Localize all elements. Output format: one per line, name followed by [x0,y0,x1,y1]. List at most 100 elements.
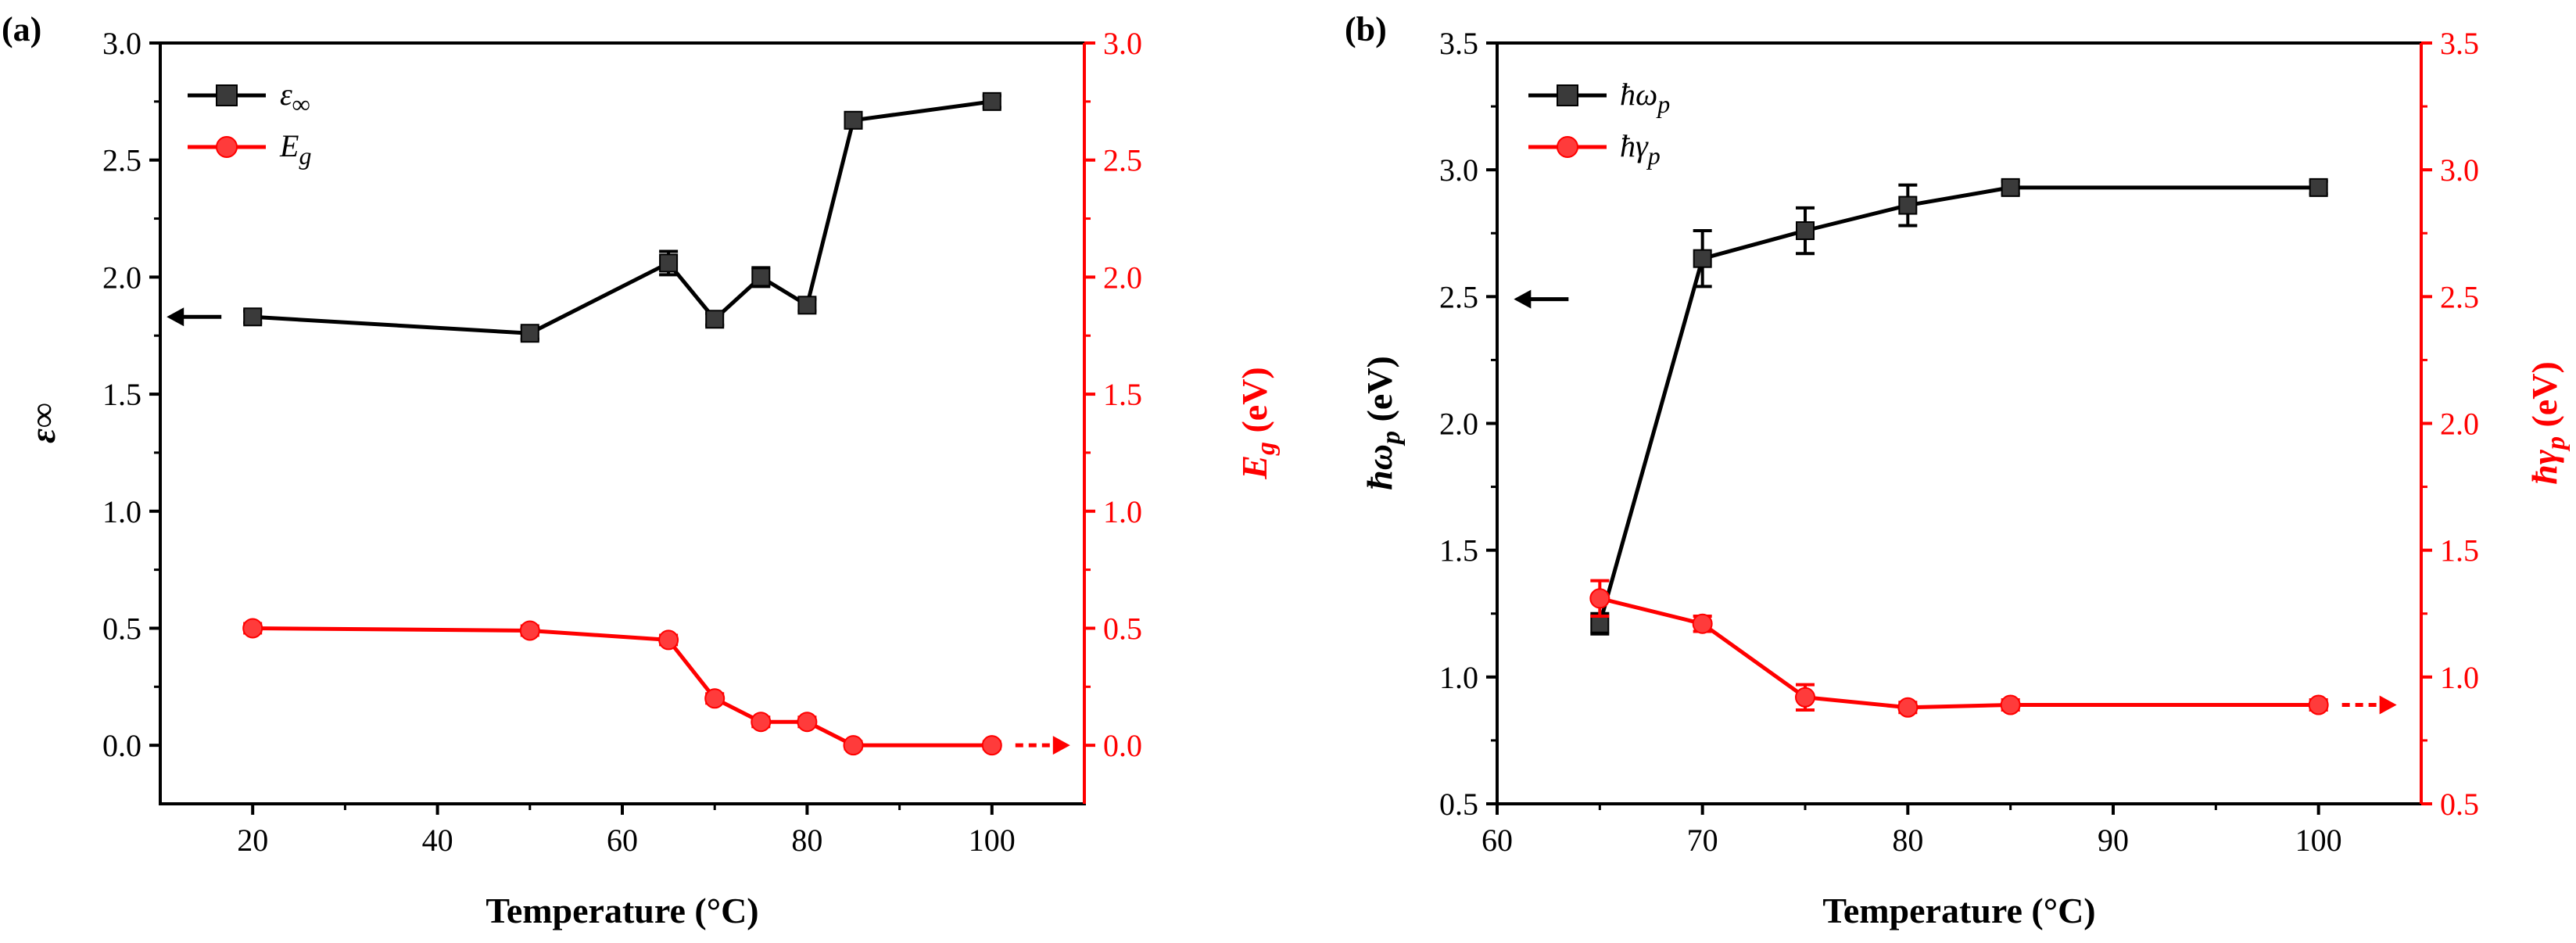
left-y-tick-label: 1.0 [102,494,142,529]
data-point-square [2001,177,2020,197]
right-y-tick-label: 3.0 [1103,26,1142,61]
legend-circle-marker [1557,136,1578,158]
x-tick-label: 60 [607,823,638,858]
right-y-tick-label: 2.0 [1103,260,1142,295]
x-tick-label: 40 [422,823,453,858]
panel-b-right-y-title-unit: (eV) [2524,361,2564,436]
data-point-circle [704,688,726,709]
right-y-tick-label: 1.5 [1103,377,1142,412]
right-y-tick-label: 0.5 [2440,787,2479,822]
right-y-tick-label: 3.5 [2440,26,2479,61]
x-tick-label: 80 [1892,823,1923,858]
data-point-circle [1692,613,1713,634]
panel-a-right-y-ticks: 0.0 0.5 1.0 1.5 2.0 2.5 3.0 [1084,26,1142,763]
data-point-square [659,253,679,273]
right-y-tick-label: 1.0 [1103,494,1142,529]
left-y-tick-label: 3.5 [1439,26,1478,61]
panel-a-series-layer [167,91,1070,756]
left-y-tick-label: 3.0 [1439,152,1478,188]
legend-square-marker [216,84,238,106]
direction-arrow-head [167,307,185,327]
panel-a-right-y-title-main: E [1234,455,1274,480]
panel-b-right-y-ticks: 0.5 1.0 1.5 2.0 2.5 3.0 3.5 [2421,26,2479,822]
panel-b-left-y-title-main: ħω [1360,444,1399,490]
panel-a: (a) 20 40 60 80 100 0.0 0.5 1.0 1.5 2.0 2.5 3.0 0.… [2,10,1281,930]
right-y-tick-label: 2.5 [1103,143,1142,178]
right-y-tick-label: 0.5 [1103,611,1142,646]
panel-b-left-y-title-sub: p [1377,431,1406,446]
data-point-square [1693,249,1712,268]
data-point-square [705,310,725,329]
panel-a-legend: ε∞ Eg [188,77,311,170]
panel-b-legend: ħωp ħγp [1528,77,1670,170]
data-point-square [520,324,539,343]
data-point-circle [1795,687,1815,708]
x-tick-label: 70 [1687,823,1718,858]
series-line [1597,185,2319,625]
series-line [253,626,992,748]
panel-a-x-axis-title: Temperature (°C) [485,891,758,930]
data-point-circle [843,735,864,756]
x-tick-label: 90 [2098,823,2129,858]
data-point-square [2309,177,2328,197]
left-y-tick-label: 0.5 [1439,787,1478,822]
panel-b-x-axis-title: Temperature (°C) [1822,891,2095,930]
data-point-circle [1589,588,1610,609]
legend-square-marker [1557,84,1578,106]
data-point-circle [797,712,818,733]
direction-arrow-head [2379,695,2397,715]
data-point-circle [1897,697,1919,718]
panel-b-right-y-title-sub: p [2542,436,2571,452]
panel-a-label: (a) [2,10,41,48]
data-point-square [1898,195,1918,215]
panel-a-left-y-ticks: 0.0 0.5 1.0 1.5 2.0 2.5 3.0 [102,26,160,763]
right-y-tick-label: 2.0 [2440,407,2479,442]
left-y-tick-label: 0.0 [102,728,142,763]
panel-b-series-layer [1514,177,2397,718]
x-tick-label: 60 [1481,823,1513,858]
right-y-tick-label: 0.0 [1103,728,1142,763]
data-point-square [1590,614,1610,633]
panel-b-x-ticks: 60 70 80 90 100 [1481,804,2342,858]
series-line [253,99,993,335]
series-line [1599,596,2319,710]
x-tick-label: 100 [2295,823,2342,858]
left-y-tick-label: 1.5 [1439,533,1478,568]
data-point-square [1796,221,1815,241]
data-point-circle [2000,694,2021,715]
x-tick-label: 100 [969,823,1016,858]
panel-a-right-y-title-sub: g [1252,442,1281,456]
panel-a-x-ticks: 20 40 60 80 100 [237,804,1016,858]
left-y-tick-label: 3.0 [102,26,142,61]
panel-a-right-y-title-unit: (eV) [1234,367,1274,442]
direction-arrow-head [1052,736,1070,755]
x-tick-label: 80 [791,823,822,858]
left-y-tick-label: 2.0 [102,260,142,295]
data-point-circle [2308,694,2329,715]
data-point-square [243,307,263,327]
legend-eps-label: ε∞ [280,77,310,118]
data-point-square [982,91,1001,111]
panel-b-left-y-ticks: 0.5 1.0 1.5 2.0 2.5 3.0 3.5 [1439,26,1497,822]
right-y-tick-label: 2.5 [2440,279,2479,314]
data-point-circle [519,620,540,641]
direction-arrow-head [1514,289,1532,309]
panel-a-left-y-axis-title: ε∞ [23,403,63,443]
legend-circle-marker [216,136,238,158]
panel-b-right-y-axis-title: ħγp (eV) [2524,361,2571,485]
panel-b-label: (b) [1345,10,1387,48]
legend-hgp-label: ħγp [1620,128,1661,170]
right-y-tick-label: 1.5 [2440,533,2479,568]
right-y-tick-label: 1.0 [2440,660,2479,695]
left-y-tick-label: 2.0 [1439,407,1478,442]
x-tick-label: 20 [237,823,268,858]
data-point-square [844,110,863,130]
right-y-tick-label: 3.0 [2440,152,2479,188]
left-y-tick-label: 2.5 [1439,279,1478,314]
data-point-circle [751,712,772,733]
panel-b-right-y-title-main: ħγ [2524,449,2564,485]
panel-b-left-y-axis-title: ħωp (eV) [1360,356,1406,490]
left-y-tick-label: 1.5 [102,377,142,412]
data-point-square [751,267,771,287]
